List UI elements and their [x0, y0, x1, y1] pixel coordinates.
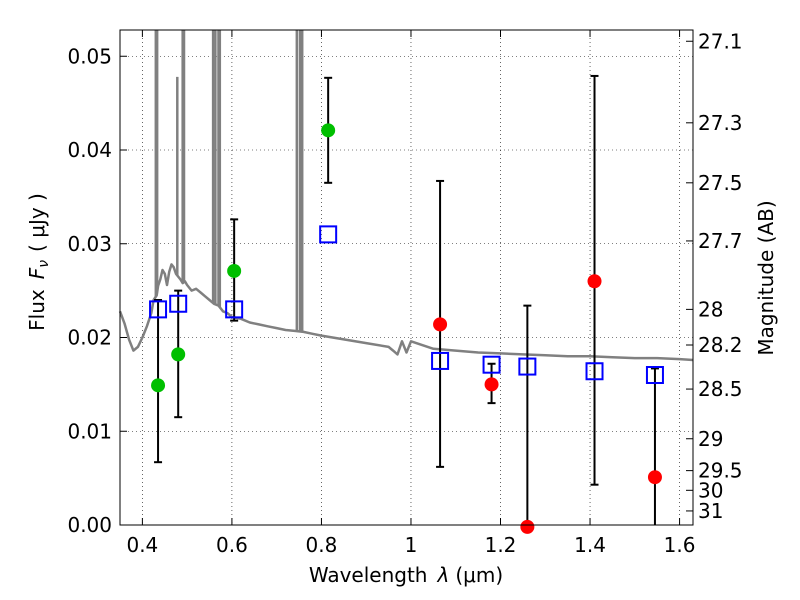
optical-point [227, 263, 242, 278]
magnitude-tick-label: 30 [698, 478, 723, 502]
axis-ticks: 0.4 0.6 0.8 1 1.2 1.4 1.6 0.00 0.01 0.02 0.03 0.04 0… [67, 29, 742, 557]
nir-point [484, 377, 499, 392]
model-square [149, 300, 168, 319]
model-square [431, 351, 450, 370]
magnitude-tick-label: 27.1 [698, 29, 743, 53]
y-tick-label: 0.00 [67, 513, 112, 537]
y-tick-label: 0.02 [67, 326, 112, 350]
model-square [645, 366, 664, 384]
right-axis-label: Magnitude (AB) [754, 200, 778, 355]
optical-point [171, 347, 186, 362]
model-square [225, 300, 244, 319]
model-square [518, 357, 537, 376]
model-square [169, 294, 188, 313]
plot-background [120, 30, 693, 525]
x-tick-label: 1 [405, 533, 418, 557]
magnitude-tick-label: 29 [698, 427, 723, 451]
magnitude-tick-label: 27.5 [698, 171, 743, 195]
spectrum-continuum [118, 263, 694, 362]
model-spectrum [118, 30, 694, 362]
nir-point [433, 317, 448, 332]
data-points [149, 123, 664, 534]
nir-point [520, 519, 535, 534]
magnitude-tick-label: 28 [698, 297, 723, 321]
model-square [482, 355, 501, 374]
magnitude-tick-label: 28.5 [698, 377, 743, 401]
y-tick-label: 0.03 [67, 232, 112, 256]
grid [120, 30, 693, 526]
model-square [319, 225, 338, 244]
magnitude-tick-label: 27.3 [698, 111, 743, 135]
x-tick-label: 0.4 [126, 533, 158, 557]
y-tick-label: 0.04 [67, 138, 112, 162]
magnitude-tick-label: 28.2 [698, 333, 743, 357]
x-tick-label: 0.6 [216, 533, 248, 557]
optical-point [321, 123, 336, 138]
x-tick-label: 1.4 [574, 533, 606, 557]
magnitude-tick-label: 29.5 [698, 459, 743, 483]
model-square [585, 362, 604, 381]
magnitude-tick-label: 31 [698, 499, 723, 523]
nir-point [647, 470, 662, 485]
x-tick-label: 1.6 [664, 533, 696, 557]
nir-point [587, 274, 602, 289]
y-tick-label: 0.05 [67, 44, 112, 68]
x-tick-label: 0.8 [306, 533, 338, 557]
x-axis-label: Wavelength λ (μm) [309, 563, 503, 587]
plot-frame [119, 29, 694, 526]
magnitude-tick-label: 27.7 [698, 229, 743, 253]
y-tick-label: 0.01 [67, 419, 112, 443]
optical-point [151, 378, 166, 393]
x-tick-label: 1.2 [485, 533, 517, 557]
y-axis-label: FluxFν( μJy ) [25, 193, 52, 331]
